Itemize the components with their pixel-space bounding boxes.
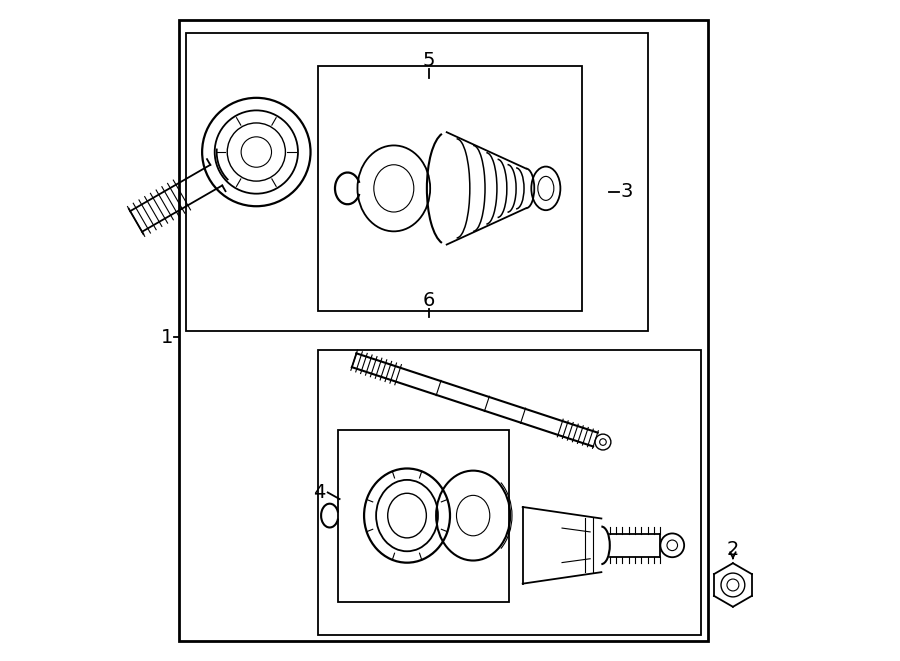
Bar xyxy=(318,66,582,311)
Text: 1: 1 xyxy=(161,328,174,346)
Bar xyxy=(318,350,701,635)
Bar xyxy=(338,430,509,602)
Bar xyxy=(179,20,707,641)
Text: 3: 3 xyxy=(620,182,633,201)
Bar xyxy=(185,33,648,330)
Text: 2: 2 xyxy=(726,541,739,559)
Text: 4: 4 xyxy=(313,483,325,502)
Text: 6: 6 xyxy=(423,292,435,310)
Text: 5: 5 xyxy=(423,52,435,70)
